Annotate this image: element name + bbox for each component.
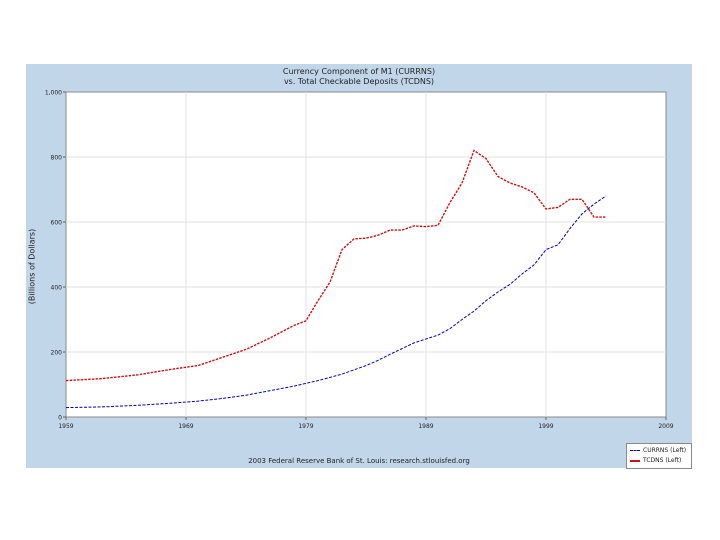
y-tick-label: 800 — [51, 155, 63, 162]
legend-swatch-tcdns — [630, 459, 640, 462]
legend-label-currns: CURRNS (Left) — [643, 447, 687, 454]
legend-item-currns: CURRNS (Left) — [630, 446, 686, 455]
y-tick-label: 400 — [51, 285, 63, 292]
x-tick-label: 1989 — [418, 423, 433, 430]
x-tick-label: 1979 — [298, 423, 313, 430]
legend-label-tcdns: TCDNS (Left) — [643, 457, 682, 464]
x-tick-label: 1969 — [178, 423, 193, 430]
y-tick-label: 200 — [51, 350, 63, 357]
x-tick-label: 1999 — [538, 423, 553, 430]
series-line-tcdns — [65, 149, 606, 382]
plot-area — [65, 91, 667, 418]
legend-swatch-currns — [630, 450, 640, 451]
y-axis-label: (Billions of Dollars) — [27, 228, 37, 305]
legend: CURRNS (Left) TCDNS (Left) — [626, 443, 692, 469]
legend-item-tcdns: TCDNS (Left) — [630, 456, 681, 465]
x-tick-label: 2009 — [658, 423, 673, 430]
y-tick-label: 600 — [51, 220, 63, 227]
chart-svg: 0 200 400 600 800 1,000 1959 1969 1979 1989 1999 20… — [45, 90, 674, 431]
x-tick-label: 1959 — [58, 423, 73, 430]
chart-figure: 0 200 400 600 800 1,000 1959 1969 1979 1989 1999 20… — [26, 64, 692, 469]
chart-subtitle: vs. Total Checkable Deposits (TCDNS) — [283, 77, 435, 86]
chart-footer: 2003 Federal Reserve Bank of St. Louis: … — [248, 457, 470, 465]
y-tick-label: 0 — [58, 415, 62, 422]
y-tick-label: 1,000 — [45, 90, 62, 97]
chart-title: Currency Component of M1 (CURRNS) — [282, 67, 436, 76]
series-line-currns — [65, 195, 607, 409]
